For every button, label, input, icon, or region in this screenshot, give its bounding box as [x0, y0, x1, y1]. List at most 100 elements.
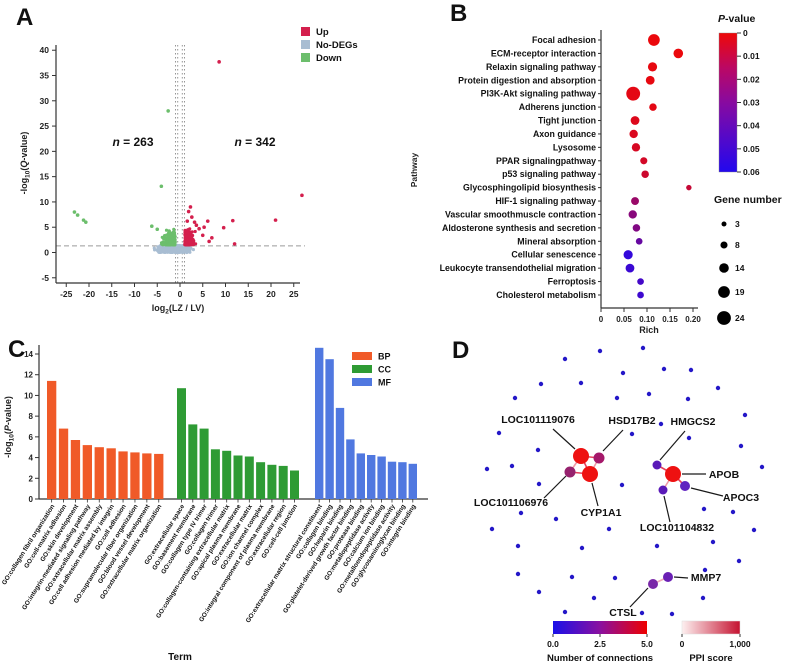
network-node-small	[736, 558, 742, 564]
size-legend-dot	[717, 311, 731, 325]
pathway-label: Aldosterone synthesis and secretion	[442, 223, 596, 233]
volcano-point	[189, 231, 193, 235]
y-tick-label: 0	[29, 495, 34, 504]
network-node-small	[646, 391, 652, 397]
pathway-label: ECM-receptor interaction	[491, 48, 596, 58]
panel-b-label: B	[450, 0, 468, 27]
go-bar	[233, 455, 243, 499]
colorbar-tick-label: 0.06	[743, 167, 760, 177]
legend-swatch-Down	[301, 53, 310, 62]
pathway-dot	[629, 129, 638, 139]
go-bar	[325, 359, 334, 499]
pathway-label: Cellular senescence	[511, 250, 596, 260]
gene-label-HSD17B2: HSD17B2	[608, 415, 655, 427]
go-bar	[106, 448, 116, 499]
network-node-hub	[593, 452, 605, 464]
network-node-hub	[564, 466, 576, 478]
pathway-dot	[632, 224, 641, 232]
y-tick-label: 15	[40, 172, 50, 182]
volcano-point	[189, 246, 193, 250]
network-node-small	[640, 345, 646, 351]
volcano-point	[166, 243, 170, 247]
network-node-hub	[680, 481, 690, 491]
x-axis-title: log2(LZ / LV)	[152, 303, 204, 315]
network-node-small	[562, 609, 568, 615]
ppi-tick-label: 1,000	[729, 639, 751, 649]
size-legend-dot	[720, 241, 728, 249]
volcano-outlier-up	[232, 242, 237, 246]
network-node-small	[639, 610, 645, 616]
count-annotation-1: n = 342	[234, 135, 275, 149]
go-bar	[154, 453, 164, 499]
legend-swatch-No-DEGs	[301, 40, 310, 49]
go-bar	[70, 440, 81, 499]
volcano-point	[169, 231, 173, 235]
x-tick-label: -25	[60, 289, 73, 299]
network-node-small	[536, 589, 542, 595]
x-tick-label: -10	[128, 289, 141, 299]
size-legend-dot	[721, 221, 727, 227]
network-node-small	[553, 516, 559, 522]
volcano-outlier-down	[72, 210, 77, 214]
volcano-point	[165, 240, 169, 244]
ppi-tick-label: 0	[680, 639, 685, 649]
pathway-label: Adherens junction	[519, 102, 596, 112]
volcano-point	[177, 244, 181, 248]
volcano-outlier-up	[197, 226, 201, 231]
network-node-small	[715, 385, 721, 391]
volcano-point	[152, 246, 156, 250]
pathway-dot	[645, 75, 655, 85]
go-bar	[367, 455, 376, 499]
pathway-label: Cholesterol metabolism	[496, 290, 596, 300]
go-bar	[210, 449, 220, 499]
size-legend-label: 24	[735, 313, 745, 323]
volcano-point	[185, 230, 189, 234]
volcano-outlier-up	[188, 205, 193, 209]
network-node-small	[614, 395, 620, 401]
network-node-small	[484, 466, 490, 472]
network-node-small	[579, 545, 585, 551]
size-legend-label: 14	[735, 263, 745, 273]
pathway-label: Relaxin signaling pathway	[486, 62, 596, 72]
volcano-plot: -25 -20 -15 -10 -5 0 5 10 15 20 25 -5 0 5 10 15 20 25 30 35…	[19, 27, 358, 315]
network-node-hub	[573, 448, 589, 464]
network-node-small	[496, 430, 502, 436]
network-node-small	[701, 506, 707, 512]
volcano-outlier-up	[217, 60, 221, 64]
x-tick-label: 0	[599, 315, 604, 324]
go-bar	[356, 453, 365, 499]
volcano-point	[193, 229, 197, 234]
pathway-label: PI3K-Akt signaling pathway	[481, 89, 596, 99]
volcano-outlier-up	[210, 236, 214, 240]
y-tick-label: 25	[40, 121, 50, 131]
pathway-dot	[626, 86, 641, 101]
volcano-point	[188, 227, 192, 231]
network-node-small	[658, 421, 664, 427]
go-bar	[408, 463, 417, 499]
network-node-small	[535, 447, 541, 453]
label-leader-line	[591, 482, 599, 507]
pathway-label: HIF-1 signaling pathway	[495, 196, 596, 206]
network-node-small	[629, 431, 635, 437]
legend-swatch-MF	[352, 378, 372, 386]
network-node-small	[669, 611, 675, 617]
y-tick-label: 8	[29, 412, 34, 421]
colorbar-title: P-value	[718, 13, 756, 25]
volcano-outlier-down	[155, 227, 160, 232]
legend-label-MF: MF	[378, 378, 391, 388]
volcano-outlier-down	[159, 184, 164, 189]
x-tick-label: 0	[178, 289, 183, 299]
pathway-dot	[631, 143, 641, 152]
legend-swatch-BP	[352, 352, 372, 360]
connections-colorbar-label: Number of connections	[547, 653, 653, 664]
legend-label-No-DEGs: No-DEGs	[316, 40, 358, 51]
x-tick-label: -20	[83, 289, 96, 299]
legend-label-Up: Up	[316, 27, 329, 38]
network-node-small	[710, 539, 716, 545]
gene-label-LOC101104832: LOC101104832	[640, 522, 714, 534]
y-tick-label: 12	[24, 371, 33, 380]
x-tick-label: -15	[106, 289, 119, 299]
pathway-label: Ferroptosis	[548, 277, 596, 287]
gene-label-CYP1A1: CYP1A1	[581, 507, 622, 519]
